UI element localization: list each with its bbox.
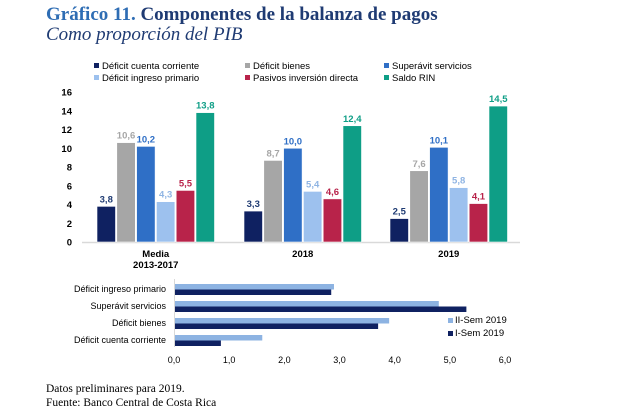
- y-tick-label: 8: [67, 163, 72, 174]
- bar: [175, 284, 334, 290]
- data-label: 5,5: [179, 178, 193, 189]
- bar: [96, 206, 116, 243]
- legend-label: I-Sem 2019: [455, 328, 504, 339]
- bar: [409, 170, 429, 243]
- legend-label: Déficit ingreso primario: [102, 73, 200, 84]
- bar: [389, 218, 409, 243]
- data-label: 13,8: [196, 101, 215, 112]
- y-tick-label: 0: [67, 238, 72, 249]
- bar: [429, 147, 449, 243]
- y-tick-label: 2: [67, 219, 72, 230]
- y-tick-label: 14: [61, 106, 72, 117]
- legend-item: Déficit ingreso primario: [94, 73, 199, 84]
- x-category-label: 2018: [292, 249, 313, 260]
- legend-label: Saldo RIN: [392, 73, 436, 84]
- bar: [283, 147, 303, 243]
- y-tick-label: 16: [61, 88, 72, 99]
- y-tick-label: 4: [67, 200, 73, 211]
- bar: [175, 340, 221, 346]
- bar: [488, 105, 508, 243]
- y-category-label: Déficit ingreso primario: [74, 284, 166, 294]
- legend-label: Déficit bienes: [253, 61, 311, 72]
- x-tick-label: 0,0: [168, 355, 181, 365]
- bar: [468, 203, 489, 243]
- bar: [156, 201, 176, 243]
- legend-item: Déficit cuenta corriente: [94, 61, 199, 72]
- chart-footer: Datos preliminares para 2019. Fuente: Ba…: [46, 382, 216, 410]
- y-tick-label: 12: [61, 125, 72, 136]
- legend-swatch: [448, 331, 453, 336]
- chart-subtitle: Como proporción del PIB: [46, 24, 243, 45]
- legend-item: Pasivos inversión directa: [245, 73, 358, 84]
- legend-swatch: [384, 63, 389, 68]
- data-label: 2,5: [393, 207, 407, 218]
- legend-label: Pasivos inversión directa: [253, 73, 359, 84]
- legend-swatch: [245, 63, 250, 68]
- legend-item: Saldo RIN: [384, 73, 435, 84]
- x-category-label: 2019: [438, 249, 459, 260]
- bar: [175, 335, 263, 341]
- chart-title-text: Componentes de la balanza de pagos: [140, 4, 438, 25]
- x-tick-label: 6,0: [499, 355, 512, 365]
- data-label: 5,4: [306, 179, 320, 190]
- bar: [303, 191, 323, 243]
- bar: [322, 198, 343, 243]
- bar: [175, 289, 332, 295]
- bar: [263, 160, 283, 243]
- bottom-horizontal-bar-chart: Déficit ingreso primario Superávit servic…: [74, 279, 512, 365]
- chart-title: Gráfico 11. Componentes de la balanza de…: [46, 4, 438, 26]
- data-label: 10,0: [284, 136, 303, 147]
- y-category-label: Déficit bienes: [112, 318, 167, 328]
- bar: [116, 142, 136, 243]
- x-category-label: Media: [142, 249, 170, 260]
- legend-swatch: [245, 75, 250, 80]
- x-tick-label: 3,0: [333, 355, 346, 365]
- data-label: 10,1: [430, 135, 449, 146]
- x-tick-label: 4,0: [388, 355, 401, 365]
- data-label: 14,5: [489, 94, 508, 105]
- x-tick-label: 2,0: [278, 355, 291, 365]
- data-label: 7,6: [412, 159, 425, 170]
- footer-source: Fuente: Banco Central de Costa Rica: [46, 397, 217, 409]
- y-tick-label: 10: [61, 144, 72, 155]
- bar: [195, 112, 215, 243]
- legend-label: Déficit cuenta corriente: [102, 61, 200, 72]
- data-label: 4,1: [472, 192, 486, 203]
- legend-swatch: [448, 318, 453, 323]
- bar: [175, 318, 390, 324]
- legend-label: II-Sem 2019: [455, 315, 507, 326]
- data-label: 10,2: [137, 134, 156, 145]
- footer-note: Datos preliminares para 2019.: [46, 383, 185, 395]
- bar: [175, 301, 439, 307]
- y-category-label: Superávit servicios: [90, 301, 166, 311]
- legend-item: Déficit bienes: [245, 61, 310, 72]
- x-tick-label: 5,0: [444, 355, 457, 365]
- bar: [449, 187, 469, 243]
- legend-swatch: [384, 75, 389, 80]
- bar: [175, 190, 195, 243]
- legend-swatch: [94, 63, 99, 68]
- bar: [243, 210, 263, 243]
- data-label: 4,3: [159, 190, 172, 201]
- legend-item: Superávit servicios: [384, 61, 472, 72]
- x-category-label: 2013-2017: [133, 260, 178, 271]
- data-label: 12,4: [343, 114, 362, 125]
- data-label: 4,6: [326, 187, 339, 198]
- bar: [175, 306, 467, 312]
- data-label: 10,6: [117, 131, 136, 142]
- y-category-label: Déficit cuenta corriente: [74, 335, 166, 345]
- x-tick-label: 1,0: [223, 355, 236, 365]
- data-label: 5,8: [452, 176, 465, 187]
- chart-title-number: Gráfico 11.: [46, 4, 136, 25]
- data-label: 3,8: [100, 194, 113, 205]
- y-tick-label: 6: [67, 181, 72, 192]
- data-label: 3,3: [247, 199, 260, 210]
- legend-swatch: [94, 75, 99, 80]
- bar: [136, 146, 156, 243]
- bar: [342, 125, 362, 243]
- data-label: 8,7: [266, 148, 279, 159]
- bar: [175, 323, 379, 329]
- legend-label: Superávit servicios: [392, 61, 472, 72]
